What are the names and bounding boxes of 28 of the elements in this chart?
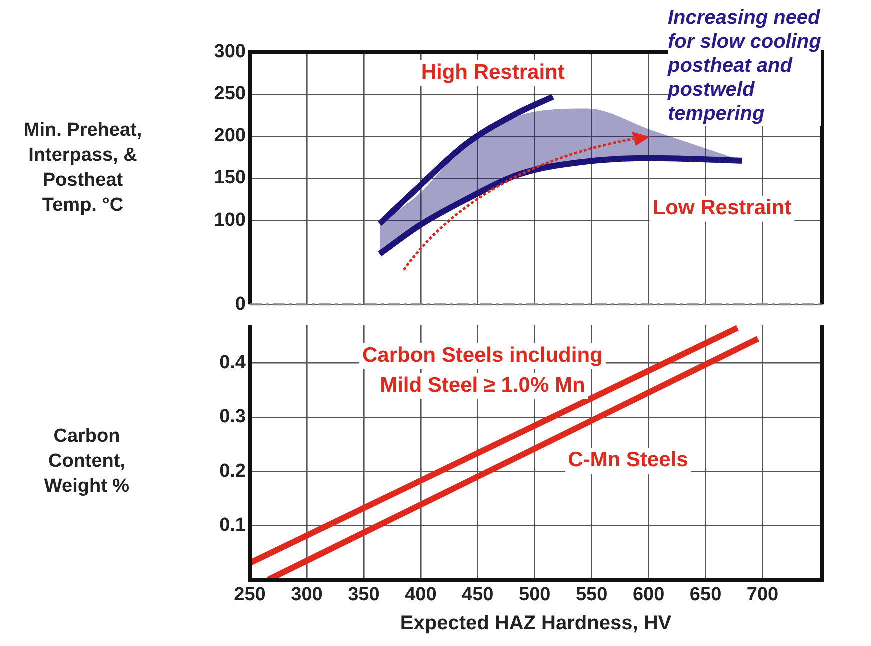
y-tick-label: 0	[235, 294, 246, 315]
series-label: Carbon Steels including Mild Steel ≥ 1.0% Mn	[362, 344, 603, 397]
y-tick-label: 250	[214, 84, 246, 105]
y-tick-label: 300	[214, 42, 246, 63]
y-tick-label: 0.4	[220, 352, 246, 374]
x-tick-label: 400	[405, 584, 437, 606]
series-label: C-Mn Steels	[568, 448, 688, 472]
x-tick-label: 500	[519, 584, 551, 606]
x-tick-label: 600	[632, 584, 665, 606]
x-tick-label: 550	[576, 584, 608, 606]
x-tick-label: 250	[234, 584, 266, 606]
x-tick-label: 650	[690, 584, 722, 606]
x-tick-label: 350	[348, 584, 380, 606]
annotation: Increasing need for slow cooling postheat and postweld tempering	[668, 6, 822, 126]
y-tick-label: 0.3	[220, 406, 246, 428]
y-tick-label: 0.1	[220, 515, 246, 536]
y-axis-title: Carbon Content, Weight %	[43, 425, 131, 499]
y-tick-label: 0.2	[220, 460, 246, 482]
y-tick-label: 100	[214, 210, 246, 231]
x-tick-label: 700	[746, 584, 779, 606]
x-axis-title: Expected HAZ Hardness, HV	[400, 612, 672, 635]
series-label: Low Restraint	[652, 196, 792, 220]
x-tick-label: 450	[462, 584, 494, 606]
x-tick-label: 300	[291, 584, 323, 606]
y-tick-label: 150	[214, 168, 246, 189]
series-label: High Restraint	[421, 60, 565, 84]
y-axis-title: Min. Preheat, Interpass, & Postheat Temp. °C	[22, 119, 144, 218]
y-tick-label: 200	[214, 126, 246, 147]
